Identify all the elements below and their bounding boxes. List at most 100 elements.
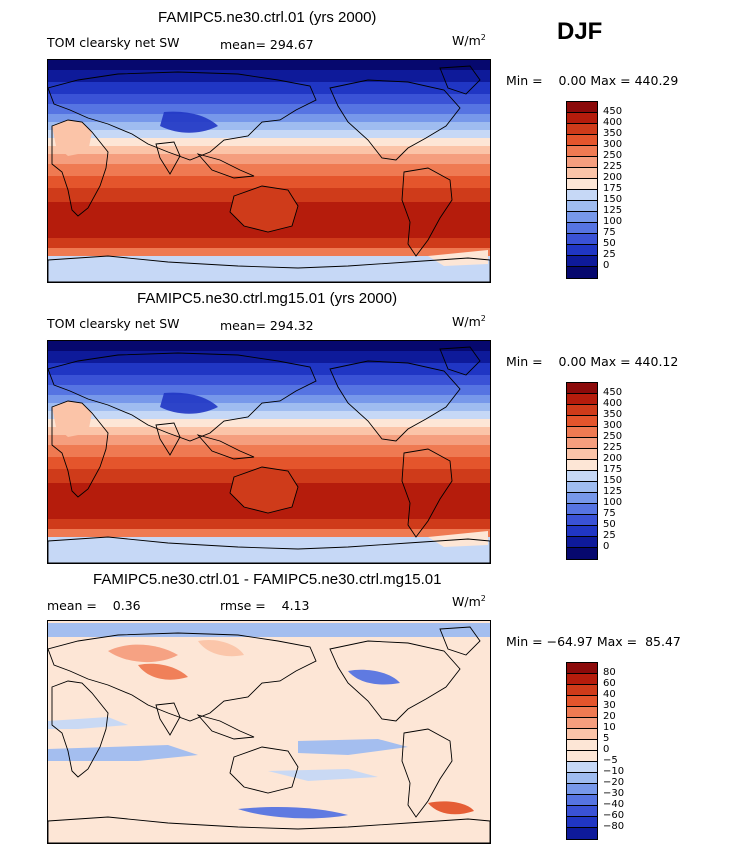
colorbar-box <box>567 663 597 674</box>
map-field-2 <box>48 341 490 563</box>
colorbar-label: −80 <box>603 821 625 832</box>
panel-3-colorbar <box>566 662 598 840</box>
colorbar-box <box>567 438 597 449</box>
panel-2-units: W/m2 <box>452 314 486 330</box>
colorbar-label: 125 <box>603 205 623 216</box>
colorbar-box <box>567 394 597 405</box>
colorbar-box <box>567 696 597 707</box>
panel-2-colorbar <box>566 382 598 560</box>
colorbar-box <box>567 674 597 685</box>
colorbar-label: 30 <box>603 700 616 711</box>
colorbar-box <box>567 762 597 773</box>
colorbar-box <box>567 212 597 223</box>
colorbar-box <box>567 471 597 482</box>
colorbar-box <box>567 784 597 795</box>
colorbar-box <box>567 537 597 548</box>
colorbar-label: 25 <box>603 530 616 541</box>
colorbar-box <box>567 267 597 278</box>
colorbar-label: 0 <box>603 541 610 552</box>
colorbar-box <box>567 146 597 157</box>
colorbar-box <box>567 493 597 504</box>
colorbar-box <box>567 740 597 751</box>
colorbar-label: 350 <box>603 409 623 420</box>
map-field-3 <box>48 621 490 843</box>
colorbar-label: 250 <box>603 150 623 161</box>
colorbar-box <box>567 223 597 234</box>
colorbar-label: −20 <box>603 777 625 788</box>
panel-2-minmax: Min = 0.00 Max = 440.12 <box>506 354 679 369</box>
panel-3-units: W/m2 <box>452 594 486 610</box>
panel-2-variable: TOM clearsky net SW <box>47 316 180 331</box>
colorbar-label: 125 <box>603 486 623 497</box>
colorbar-box <box>567 504 597 515</box>
colorbar-box <box>567 515 597 526</box>
panel-1-map <box>47 59 491 283</box>
colorbar-box <box>567 427 597 438</box>
colorbar-box <box>567 383 597 394</box>
panel-3-rmse: rmse = 4.13 <box>220 598 310 613</box>
colorbar-box <box>567 685 597 696</box>
colorbar-label: 175 <box>603 183 623 194</box>
colorbar-label: 450 <box>603 387 623 398</box>
colorbar-label: 40 <box>603 689 616 700</box>
panel-3-map <box>47 620 491 844</box>
colorbar-label: 50 <box>603 519 616 530</box>
panel-3-mean: mean = 0.36 <box>47 598 141 613</box>
colorbar-label: 5 <box>603 733 610 744</box>
colorbar-label: 80 <box>603 667 616 678</box>
colorbar-label: 450 <box>603 106 623 117</box>
panel-1-units: W/m2 <box>452 33 486 49</box>
colorbar-label: −10 <box>603 766 625 777</box>
colorbar-label: 60 <box>603 678 616 689</box>
colorbar-box <box>567 157 597 168</box>
panel-1-colorbar <box>566 101 598 279</box>
colorbar-label: −60 <box>603 810 625 821</box>
panel-2-map <box>47 340 491 564</box>
colorbar-label: 25 <box>603 249 616 260</box>
colorbar-box <box>567 460 597 471</box>
colorbar-label: 75 <box>603 508 616 519</box>
panel-1-mean: mean= 294.67 <box>220 37 314 52</box>
panel-3-minmax: Min = −64.97 Max = 85.47 <box>506 634 681 649</box>
colorbar-label: 225 <box>603 161 623 172</box>
colorbar-label: 350 <box>603 128 623 139</box>
colorbar-box <box>567 751 597 762</box>
colorbar-label: 400 <box>603 398 623 409</box>
colorbar-box <box>567 405 597 416</box>
colorbar-box <box>567 168 597 179</box>
colorbar-label: −40 <box>603 799 625 810</box>
colorbar-box <box>567 124 597 135</box>
colorbar-box <box>567 179 597 190</box>
colorbar-box <box>567 482 597 493</box>
panel-2-mean: mean= 294.32 <box>220 318 314 333</box>
colorbar-box <box>567 245 597 256</box>
colorbar-label: 50 <box>603 238 616 249</box>
panel-1-title: FAMIPC5.ne30.ctrl.01 (yrs 2000) <box>158 9 377 26</box>
map-field-1 <box>48 60 490 282</box>
colorbar-label: 150 <box>603 475 623 486</box>
colorbar-box <box>567 135 597 146</box>
colorbar-label: 20 <box>603 711 616 722</box>
colorbar-label: −5 <box>603 755 618 766</box>
colorbar-label: 150 <box>603 194 623 205</box>
colorbar-box <box>567 256 597 267</box>
colorbar-box <box>567 201 597 212</box>
colorbar-box <box>567 449 597 460</box>
colorbar-label: 200 <box>603 453 623 464</box>
colorbar-box <box>567 102 597 113</box>
colorbar-box <box>567 773 597 784</box>
colorbar-box <box>567 828 597 839</box>
panel-2-title: FAMIPC5.ne30.ctrl.mg15.01 (yrs 2000) <box>137 290 398 307</box>
colorbar-label: 200 <box>603 172 623 183</box>
colorbar-label: 10 <box>603 722 616 733</box>
colorbar-box <box>567 707 597 718</box>
panel-3-title: FAMIPC5.ne30.ctrl.01 - FAMIPC5.ne30.ctrl… <box>93 571 442 588</box>
colorbar-box <box>567 817 597 828</box>
colorbar-box <box>567 526 597 537</box>
panel-1-variable: TOM clearsky net SW <box>47 35 180 50</box>
colorbar-box <box>567 548 597 559</box>
colorbar-label: 250 <box>603 431 623 442</box>
colorbar-label: 0 <box>603 744 610 755</box>
colorbar-box <box>567 806 597 817</box>
colorbar-box <box>567 729 597 740</box>
